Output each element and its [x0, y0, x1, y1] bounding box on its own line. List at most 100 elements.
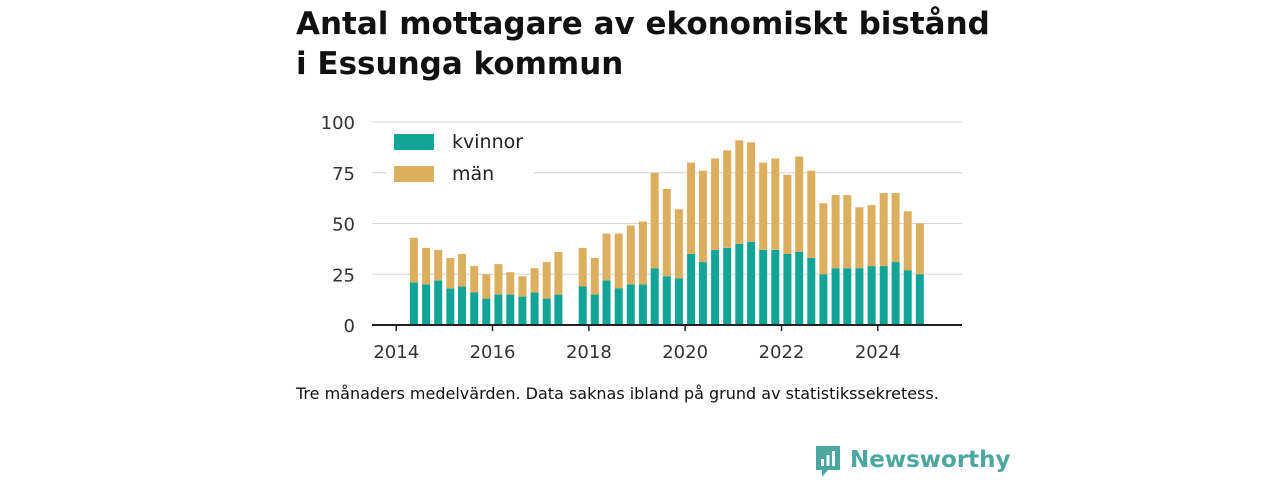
bar-man — [819, 203, 828, 275]
bar-man — [554, 251, 563, 295]
bar-kvinnor — [590, 294, 599, 325]
legend: kvinnor män — [386, 128, 534, 186]
legend-label: kvinnor — [452, 131, 523, 153]
bar-kvinnor — [855, 268, 864, 325]
bar-man — [723, 150, 732, 248]
bar-man — [542, 262, 551, 299]
bar-man — [855, 207, 864, 269]
brand-logo: Newsworthy — [814, 444, 1011, 480]
bar-kvinnor — [482, 298, 491, 325]
bar-man — [602, 233, 611, 281]
bar-man — [795, 156, 804, 252]
y-tick-label: 25 — [332, 265, 355, 286]
bars-layer — [409, 140, 924, 326]
bar-man — [891, 193, 900, 262]
bar-man — [578, 247, 587, 287]
bar-kvinnor — [903, 270, 912, 325]
bar-kvinnor — [687, 253, 696, 325]
bar-man — [759, 162, 768, 250]
bar-kvinnor — [711, 249, 720, 325]
bar-kvinnor — [807, 258, 816, 325]
bar-man — [711, 158, 720, 250]
bar-kvinnor — [614, 288, 623, 325]
bar-kvinnor — [698, 262, 707, 325]
bar-kvinnor — [626, 284, 635, 325]
bar-kvinnor — [891, 262, 900, 325]
bar-kvinnor — [819, 274, 828, 326]
bar-kvinnor — [879, 266, 888, 325]
bar-kvinnor — [674, 278, 683, 325]
bar-kvinnor — [650, 268, 659, 325]
bar-kvinnor — [783, 253, 792, 325]
x-tick-label: 2024 — [855, 342, 901, 363]
y-tick-label: 0 — [344, 316, 355, 337]
bar-kvinnor — [578, 286, 587, 325]
bar-man — [783, 174, 792, 254]
bar-man — [687, 162, 696, 254]
bar-kvinnor — [638, 284, 647, 325]
footnote: Tre månaders medelvärden. Data saknas ib… — [296, 384, 939, 403]
x-tick-label: 2018 — [566, 342, 612, 363]
bar-man — [915, 223, 924, 275]
bar-kvinnor — [843, 268, 852, 325]
bar-man — [879, 193, 888, 267]
bar-man — [530, 268, 539, 293]
x-tick-label: 2022 — [759, 342, 805, 363]
bar-kvinnor — [554, 294, 563, 325]
bar-man — [446, 258, 455, 289]
legend-swatch — [394, 166, 434, 182]
newsworthy-logo-icon — [816, 446, 840, 477]
x-tick-label: 2020 — [662, 342, 708, 363]
bar-kvinnor — [458, 286, 466, 325]
bar-kvinnor — [602, 280, 611, 325]
bar-man — [614, 233, 623, 289]
bar-man — [698, 170, 707, 262]
bar-man — [409, 237, 418, 283]
bar-man — [470, 266, 479, 293]
bar-man — [867, 205, 876, 267]
bar-kvinnor — [759, 249, 768, 325]
bar-kvinnor — [915, 274, 924, 326]
x-tick-label: 2016 — [470, 342, 516, 363]
bar-kvinnor — [831, 268, 840, 325]
legend-label: män — [452, 163, 494, 185]
bar-kvinnor — [771, 249, 780, 325]
bar-man — [843, 195, 852, 269]
bar-kvinnor — [470, 292, 479, 325]
bar-man — [422, 247, 431, 285]
bar-man — [590, 258, 599, 295]
title-line-2: i Essunga kommun — [296, 46, 624, 82]
bar-kvinnor — [867, 266, 876, 325]
bar-kvinnor — [494, 294, 503, 325]
bar-man — [771, 158, 780, 250]
brand-name: Newsworthy — [850, 447, 1011, 473]
bar-man — [626, 225, 635, 285]
y-tick-label: 50 — [332, 215, 355, 236]
bar-man — [674, 209, 683, 279]
bar-man — [506, 272, 515, 295]
bar-kvinnor — [662, 276, 671, 325]
bar-kvinnor — [506, 294, 515, 325]
chart-title: Antal mottagare av ekonomiskt bistånd i … — [296, 4, 1056, 84]
bar-kvinnor — [795, 251, 804, 325]
bar-kvinnor — [747, 241, 756, 325]
legend-swatch — [394, 134, 434, 150]
title-line-1: Antal mottagare av ekonomiskt bistånd — [296, 6, 990, 42]
bar-man — [518, 276, 527, 297]
bar-kvinnor — [422, 284, 431, 325]
bar-man — [662, 189, 671, 277]
bar-kvinnor — [409, 282, 418, 325]
y-tick-label: 75 — [332, 164, 355, 185]
bar-man — [638, 221, 647, 285]
bar-man — [831, 195, 840, 269]
bar-man — [434, 249, 443, 281]
bar-kvinnor — [434, 280, 443, 325]
bar-man — [747, 142, 756, 242]
bar-man — [807, 170, 816, 258]
bar-man — [903, 211, 912, 271]
bar-kvinnor — [530, 292, 539, 325]
axis-layer: 0 25 50 75 100 2014 2016 2018 2020 2022 2024 — [321, 113, 962, 363]
bar-kvinnor — [723, 247, 732, 325]
bar-man — [735, 140, 744, 244]
